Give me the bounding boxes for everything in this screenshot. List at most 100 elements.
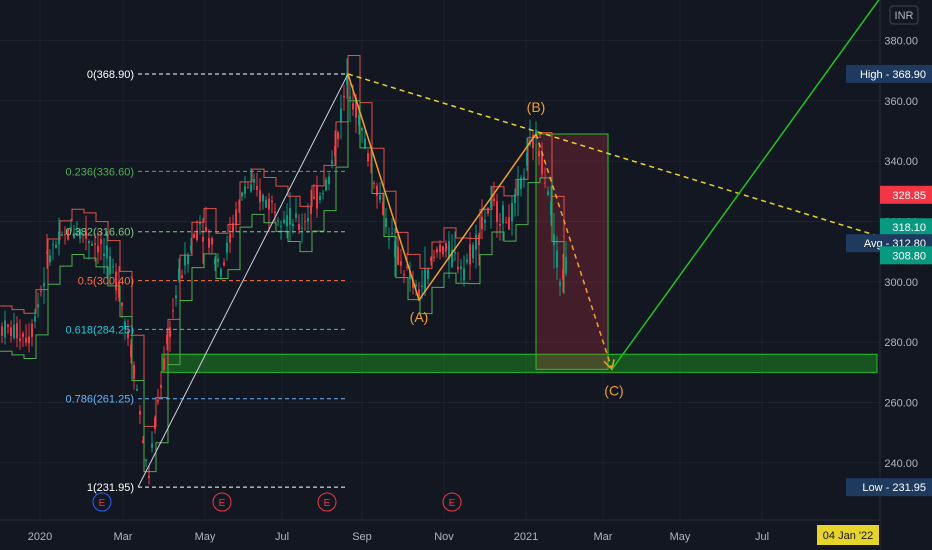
candle-body [79,229,81,239]
candle-body [499,224,501,226]
candle-body [298,224,300,230]
candle-body [82,233,84,235]
candle-body [424,268,426,293]
channel-upper-line [0,55,565,427]
candle-body [250,184,252,192]
price-tag-label: 328.85 [892,190,926,202]
candle-body [52,244,54,246]
x-tick-label: May [670,531,691,543]
candle-body [544,182,546,184]
fib-level-label: 0(368.90) [87,69,134,81]
candle-body [559,281,561,286]
candle-body [73,233,75,238]
candle-body [385,217,387,228]
earnings-event-label: E [324,498,331,509]
earnings-event-marker [442,492,462,512]
candle-body [97,245,99,253]
candle-body [400,261,402,266]
candle-body [58,231,60,245]
price-tag [880,218,932,237]
x-tick-label: May [195,531,216,543]
candle-body [457,266,459,270]
earnings-event-marker [92,492,112,512]
candle-body [4,320,6,338]
candle-body [337,132,339,140]
candle-body [301,227,303,229]
x-tick-label: Jul [755,531,769,543]
candle-body [316,185,318,209]
candle-body [409,270,411,280]
y-tick-label: 360.00 [884,96,918,108]
candle-body [193,234,195,239]
candle-body [427,267,429,279]
candle-body [376,185,378,196]
candle-body [511,202,513,222]
candle-body [103,253,105,257]
candle-body [340,108,342,123]
candle-body [142,440,144,444]
date-tag [817,525,879,545]
candle-body [355,97,357,118]
candle-body [274,211,276,214]
candle-body [379,195,381,200]
price-tag [880,185,932,204]
candle-body [565,256,567,274]
candle-body [205,226,207,232]
candle-body [40,291,42,293]
candle-body [496,201,498,222]
candle-body [433,256,435,259]
candle-body [412,279,414,288]
candle-body [226,242,228,253]
candle-body [22,333,24,337]
descending-trendline [347,73,881,238]
candle-body [112,266,114,268]
candle-body [478,234,480,246]
price-tag [846,478,932,497]
candle-body [256,185,258,191]
candle-body [334,145,336,157]
candle-body [472,244,474,259]
candle-body [295,213,297,219]
candle-body [46,251,48,254]
price-tag [846,64,932,83]
y-tick-label: 260.00 [884,398,918,410]
price-axis-background [880,0,932,550]
candle-body [127,331,129,339]
candle-body [175,295,177,299]
candle-body [469,244,471,265]
x-tick-label: Mar [594,531,613,543]
candle-body [463,268,465,281]
candle-body [394,240,396,258]
support-zone [161,353,878,373]
candle-body [229,233,231,243]
candle-body [475,234,477,250]
candle-body [148,475,150,478]
candle-body [241,192,243,197]
candle-body [526,152,528,166]
candle-body [370,164,372,166]
candle-body [130,344,132,358]
candle-body [382,201,384,215]
fib-level-label: 0.382(316.60) [66,227,135,239]
fib-level-label: 0.786(261.25) [66,394,135,406]
candle-body [349,96,351,100]
fib-level-label: 0.618(284.25) [66,324,135,336]
candle-body [328,176,330,185]
candle-body [43,282,45,287]
y-tick-label: 380.00 [884,35,918,47]
candle-body [319,195,321,200]
candle-body [553,234,555,246]
candle-body [421,285,423,288]
candle-body [55,244,57,248]
candle-body [124,321,126,330]
candle-body [115,271,117,291]
earnings-event-marker [317,492,337,512]
candle-body [562,269,564,280]
candle-body [535,129,537,137]
candle-body [415,284,417,287]
candle-body [139,410,141,415]
candle-body [310,207,312,215]
candle-body [439,244,441,253]
